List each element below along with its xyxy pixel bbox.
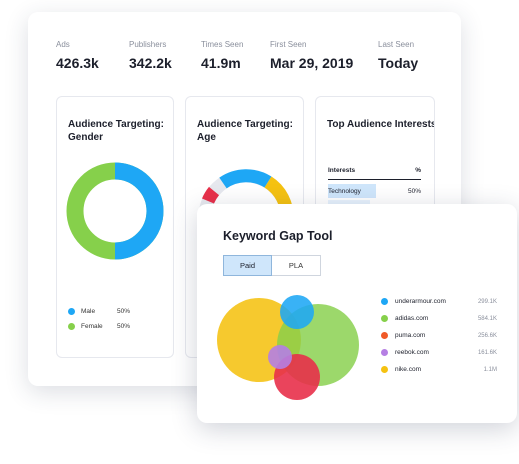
domain-name: reebok.com (395, 349, 429, 356)
domain-name: underarmour.com (395, 298, 446, 305)
stat-label: Last Seen (378, 40, 415, 49)
stat-label: Publishers (129, 40, 167, 49)
stat-value: Today (378, 55, 419, 71)
stat-times-seen: Times Seen 41.9m (201, 40, 243, 71)
stat-value: 342.2k (129, 55, 172, 71)
column-header: % (415, 167, 421, 174)
domain-count: 299.1K (477, 298, 497, 305)
tab-paid[interactable]: Paid (223, 255, 272, 276)
column-header: Interests (328, 167, 356, 174)
domain-row: adidas.com 584.1K (381, 310, 497, 327)
domain-name: nike.com (395, 366, 422, 373)
legend-label: Female (81, 323, 103, 330)
legend-row-male: Male 50% (68, 304, 130, 319)
domain-row: reebok.com 161.6K (381, 344, 497, 361)
gender-panel-title: Audience Targeting: Gender (68, 119, 164, 143)
interest-name: Technology (328, 187, 361, 195)
tab-pla[interactable]: PLA (272, 255, 321, 276)
interests-table: Interests % Technology 50% (328, 167, 421, 206)
domain-row: nike.com 1.1M (381, 361, 497, 378)
domain-row: puma.com 256.6K (381, 327, 497, 344)
stat-value: Mar 29, 2019 (270, 55, 354, 71)
ad-type-tabs: Paid PLA (223, 255, 321, 276)
stat-label: First Seen (270, 40, 307, 49)
legend-value: 50% (117, 323, 131, 330)
male-ring-segment (114, 162, 164, 260)
stat-label: Ads (56, 40, 70, 49)
gender-panel: Audience Targeting: Gender Male 50% Fema… (56, 96, 174, 358)
domain-row: underarmour.com 299.1K (381, 293, 497, 310)
percent-bar-partial (328, 200, 370, 206)
age-segment-blue (219, 169, 272, 189)
keyword-gap-card: Keyword Gap Tool Paid PLA underarmour.co… (197, 204, 517, 423)
keyword-gap-title: Keyword Gap Tool (223, 229, 333, 243)
female-dot-icon (68, 323, 75, 330)
stat-last-seen: Last Seen Today (378, 40, 418, 71)
interests-panel-title: Top Audience Interests (327, 119, 435, 130)
domain-count: 584.1K (477, 315, 497, 322)
interest-value: 50% (407, 187, 421, 195)
stat-publishers: Publishers 342.2k (129, 40, 172, 71)
domain-legend: underarmour.com 299.1K adidas.com 584.1K… (381, 293, 497, 378)
age-panel-title: Audience Targeting: Age (197, 119, 293, 143)
domain-name: puma.com (395, 332, 426, 339)
keyword-venn-diagram (217, 295, 359, 400)
domain-dot-icon (381, 298, 388, 305)
stat-ads: Ads 426.3k (56, 40, 99, 71)
domain-count: 256.6K (477, 332, 497, 339)
percent-bar (328, 184, 376, 198)
domain-dot-icon (381, 349, 388, 356)
gender-donut-chart (66, 162, 164, 260)
domain-dot-icon (381, 366, 388, 373)
table-row: Technology 50% (328, 184, 421, 198)
domain-count: 1.1M (483, 366, 497, 373)
domain-dot-icon (381, 332, 388, 339)
stat-value: 426.3k (56, 55, 99, 71)
legend-row-female: Female 50% (68, 319, 130, 334)
male-dot-icon (68, 308, 75, 315)
stat-label: Times Seen (201, 40, 244, 49)
venn-circle-reebok (268, 345, 292, 369)
age-segment-red (202, 186, 220, 204)
domain-count: 161.6K (477, 349, 497, 356)
domain-name: adidas.com (395, 315, 429, 322)
stat-value: 41.9m (201, 55, 241, 71)
interests-table-header: Interests % (328, 167, 421, 180)
legend-value: 50% (117, 308, 131, 315)
stat-first-seen: First Seen Mar 29, 2019 (270, 40, 353, 71)
domain-dot-icon (381, 315, 388, 322)
stats-row: Ads 426.3k Publishers 342.2k Times Seen … (56, 40, 426, 80)
venn-circle-underarmour (280, 295, 314, 329)
legend-label: Male (81, 308, 96, 315)
gender-legend: Male 50% Female 50% (68, 304, 130, 334)
